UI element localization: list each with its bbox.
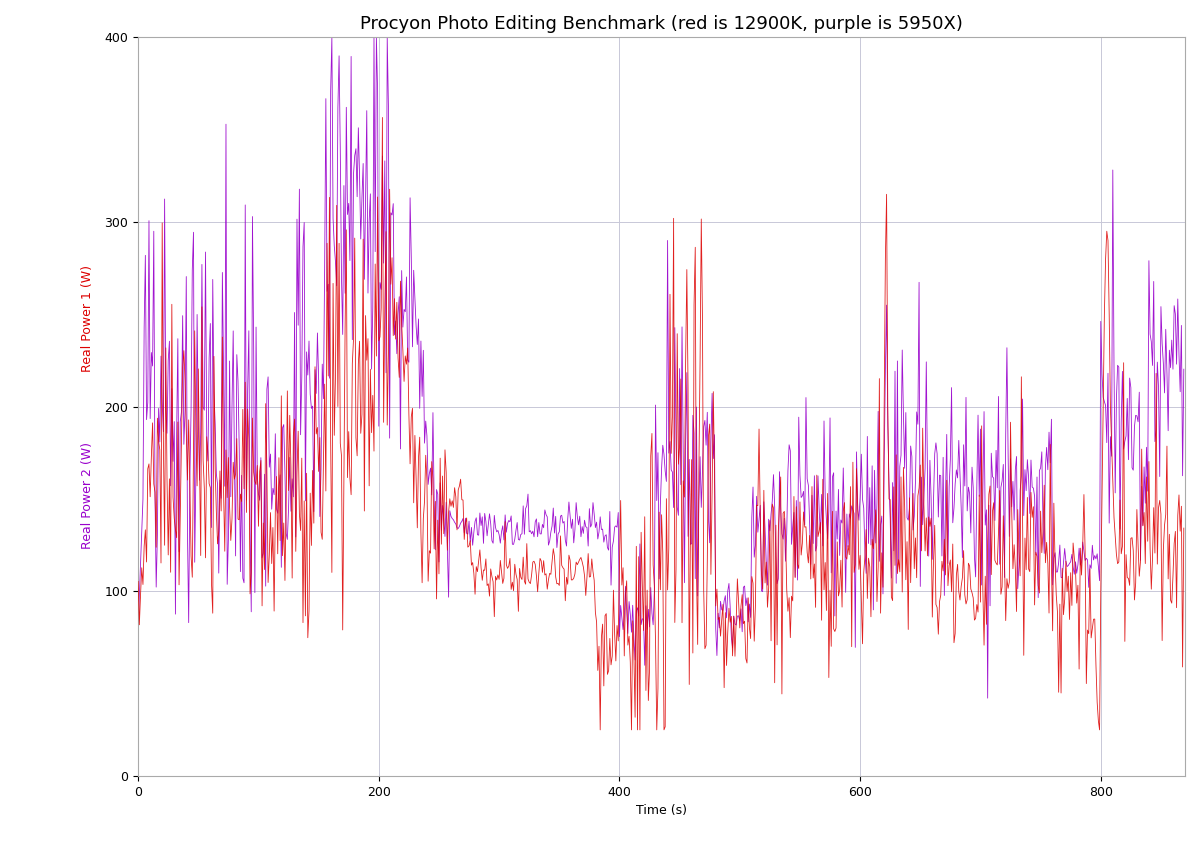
Text: Real Power 1 (W): Real Power 1 (W) <box>82 264 95 372</box>
X-axis label: Time (s): Time (s) <box>636 805 688 818</box>
Title: Procyon Photo Editing Benchmark (red is 12900K, purple is 5950X): Procyon Photo Editing Benchmark (red is … <box>360 15 964 33</box>
Text: Real Power 2 (W): Real Power 2 (W) <box>82 442 95 549</box>
